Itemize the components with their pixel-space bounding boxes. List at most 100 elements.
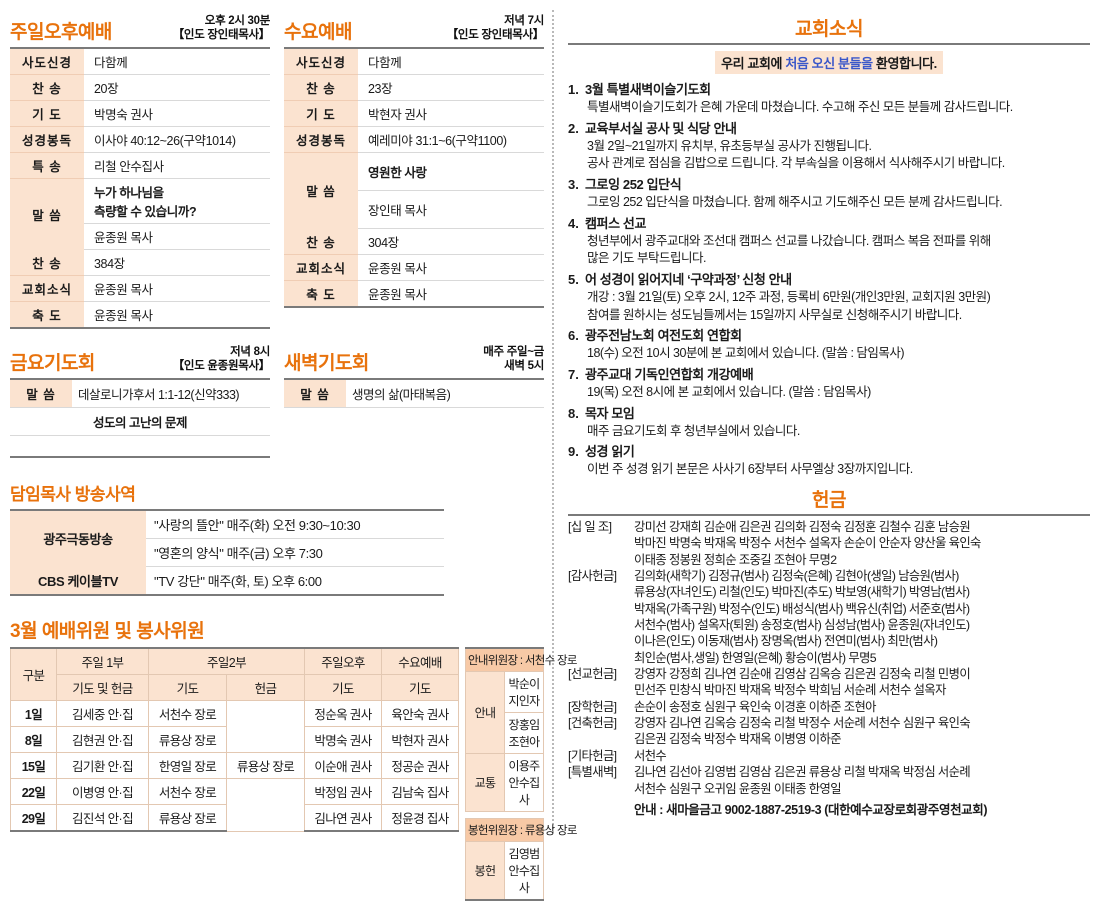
offering-group: [특별새벽] 김나연 김선아 김영범 김영삼 김은권 류용상 리철 박재옥 박정… (568, 764, 1090, 780)
row-value: 윤종원 목사 (84, 301, 270, 329)
spacer-cell (284, 407, 544, 429)
news-number: 9. (568, 444, 579, 460)
offering-title-wrap: 헌금 (568, 485, 1090, 512)
row-label: 성경봉독 (284, 126, 358, 153)
table-row: CBS 케이블TV "TV 강단" 매주(화, 토) 오후 6:00 (10, 566, 444, 596)
offering-names: 박재옥(가족구원) 박정수(인도) 배성식(범사) 백유신(취업) 서준호(범사… (634, 601, 970, 616)
row-label: 찬 송 (10, 74, 84, 101)
cell-afternoon: 박정임 권사 (304, 778, 382, 805)
sunday-afternoon-time: 오후 2시 30분 (204, 15, 271, 27)
cell-afternoon: 박명숙 권사 (304, 726, 382, 753)
news-number: 5. (568, 272, 579, 288)
row-value: 리철 안수집사 (84, 152, 270, 179)
offering-names: 최인순(범사,생일) 한영일(은혜) 황승이(범사) 무명5 (634, 650, 877, 665)
row-label: 특 송 (10, 152, 84, 179)
welcome-accent: 처음 오신 분들을 (785, 56, 873, 71)
broadcast-title: 담임목사 방송사역 (10, 485, 136, 504)
offering-names: 류용상(자녀인도) 리철(인도) 박마진(추도) 박보영(새학기) 박영남(범사… (634, 585, 970, 600)
wednesday-title-row: 수요예배 저녁 7시 【인도 장인태목사】 (284, 14, 544, 44)
dawn-prayer-title: 새벽기도회 (284, 352, 369, 374)
sunday-afternoon-service: 주일오후예배 오후 2시 30분 【인도 장인태목사】 사도신경 다함께 찬 송… (10, 14, 270, 329)
news-line: 그로잉 252 입단식을 마쳤습니다. 함께 해주시고 기도해주신 모든 분께 … (587, 194, 1003, 209)
offering-names: 강미선 강재희 김순애 김은권 김의화 김정숙 김정훈 김철수 김훈 남승원 (634, 520, 971, 535)
news-line: 이번 주 성경 읽기 본문은 사사기 6장부터 사무엘상 3장까지입니다. (587, 462, 913, 477)
cell-wednesday: 박현자 권사 (381, 726, 459, 753)
wednesday-table: 사도신경 다함께 찬 송 23장 기 도 박현자 권사 성경봉독 예레미야 31… (284, 46, 544, 308)
row-label: 축 도 (284, 280, 358, 308)
list-item: 6. 광주전남노회 여전도회 연합회 18(수) 오전 10시 30분에 본 교… (568, 328, 1090, 363)
news-line: 특별새벽이슬기도회가 은혜 가운데 마쳤습니다. 수고해 주신 모든 분들께 감… (587, 99, 1013, 114)
cell-day: 1일 (10, 700, 57, 727)
news-number: 4. (568, 215, 579, 231)
offering-category: [감사헌금] (568, 569, 617, 584)
news-heading: 광주전남노회 여전도회 연합회 (585, 328, 742, 344)
col-header-division: 구분 (10, 647, 57, 701)
news-body: 광주전남노회 여전도회 연합회 18(수) 오전 10시 30분에 본 교회에서… (585, 328, 1090, 363)
dawn-prayer-title-row: 새벽기도회 매주 주일~금 새벽 5시 (284, 345, 544, 375)
table-row: 성경봉독 예레미야 31:1~6(구약1100) (284, 126, 544, 153)
news-line: 매주 금요기도회 후 청년부실에서 있습니다. (587, 423, 800, 438)
offering-category: [십 일 조] (568, 520, 612, 535)
welcome-message: 우리 교회에 처음 오신 분들을 환영합니다. (568, 51, 1090, 74)
news-heading: 그로잉 252 입단식 (585, 177, 682, 193)
bulletin-page: 주일오후예배 오후 2시 30분 【인도 장인태목사】 사도신경 다함께 찬 송… (10, 10, 1090, 901)
news-body: 교육부서실 공사 및 식당 안내 3월 2일~21일까지 유치부, 유초등부실 … (585, 121, 1090, 173)
sermon-preacher: 윤종원 목사 (84, 223, 270, 250)
row-value: 예레미야 31:1~6(구약1100) (358, 126, 544, 153)
friday-prayer-leader: 【인도 윤종원목사】 (172, 360, 271, 373)
sermon-title-line1: 누가 하나님을 (94, 185, 164, 200)
table-row: 기 도 박현자 권사 (284, 100, 544, 127)
cell-service2-prayer: 류용상 장로 (148, 804, 227, 832)
table-row: 사도신경 다함께 (10, 46, 270, 75)
table-row: 8일 김현권 안·집 류용상 장로 박명숙 권사 박현자 권사 (10, 726, 459, 753)
offering-group: [기타헌금] 서천수 (568, 748, 1090, 764)
friday-prayer-subject: 성도의 고난의 문제 (10, 407, 270, 436)
offering-names: 이태종 정봉원 정희순 조중길 조현아 무명2 (634, 552, 837, 567)
row-value: 304장 (358, 228, 544, 255)
list-item: 3. 그로잉 252 입단식 그로잉 252 입단식을 마쳤습니다. 함께 해주… (568, 177, 1090, 212)
offering-chair: 봉헌위원장 : 류용상 장로 (465, 818, 577, 842)
table-row-blank (10, 435, 270, 458)
news-line: 19(목) 오전 8시에 본 교회에서 있습니다. (말씀 : 담임목사) (587, 384, 871, 399)
news-line: 청년부에서 광주교대와 조선대 캠퍼스 선교를 나갔습니다. 캠퍼스 복음 전파… (587, 233, 991, 248)
table-row: 15일 김기환 안·집 한영일 장로 류용상 장로 이순애 권사 정공순 권사 (10, 752, 459, 779)
offering-group: [건축헌금] 강영자 김나연 김옥승 김정숙 리철 박정수 서순례 서천수 심원… (568, 715, 1090, 731)
spacer-cell (284, 429, 544, 451)
committee-tables-wrap: 구분 주일 1부 주일2부 주일오후 수요예배 기도 및 헌금 기도 헌금 기도… (10, 647, 577, 901)
offering-label: 봉헌 (465, 841, 505, 901)
news-number: 2. (568, 120, 579, 136)
row-value: 윤종원 목사 (358, 280, 544, 308)
table-row: 찬 송 23장 (284, 74, 544, 101)
committee-section: 3월 예배위원 및 봉사위원 구분 주일 1부 주일2부 주일오후 수요예배 (10, 616, 577, 901)
news-body: 목자 모임 매주 금요기도회 후 청년부실에서 있습니다. (585, 406, 1090, 441)
cell-day: 29일 (10, 804, 57, 832)
cell-afternoon: 이순애 권사 (304, 752, 382, 779)
dawn-prayer-meta: 매주 주일~금 새벽 5시 (483, 345, 544, 375)
broadcast-program: "영혼의 양식" 매주(금) 오후 7:30 (146, 538, 444, 567)
cell-day: 22일 (10, 778, 57, 805)
offering-category: [특별새벽] (568, 765, 617, 780)
guide-members: 박순이 지인자 (504, 671, 544, 713)
sermon-title: 영원한 사랑 (358, 152, 544, 191)
broadcast-program: "TV 강단" 매주(화, 토) 오후 6:00 (146, 566, 444, 596)
news-heading: 3월 특별새벽이슬기도회 (585, 82, 711, 97)
offering-list: [십 일 조] 강미선 강재희 김순애 김은권 김의화 김정숙 김정훈 김철수 … (568, 519, 1090, 818)
spacer-cell (465, 811, 544, 819)
list-item: 7. 광주교대 기독인연합회 개강예배 19(목) 오전 8시에 본 교회에서 … (568, 367, 1090, 402)
subcol-header-prayer: 기도 (381, 674, 459, 701)
row-value: 윤종원 목사 (358, 254, 544, 281)
list-item: 4. 캠퍼스 선교 청년부에서 광주교대와 조선대 캠퍼스 선교를 나갔습니다.… (568, 216, 1090, 268)
cell-service1: 김기환 안·집 (56, 752, 149, 779)
offering-names: 박마진 박명숙 박재옥 박정수 서천수 설옥자 손순이 안순자 양산울 육인숙 (634, 536, 981, 551)
friday-prayer-title: 금요기도회 (10, 352, 95, 374)
table-row: 특 송 리철 안수집사 (10, 152, 270, 179)
row-value: 다함께 (358, 46, 544, 75)
table-row: 1일 김세중 안·집 서천수 장로 정순옥 권사 육안숙 권사 (10, 700, 459, 753)
news-heading: 목자 모임 (585, 405, 635, 421)
table-row: 교통 이용주 안수집사 (465, 753, 544, 812)
row-label: 말 씀 (10, 377, 72, 408)
row-value: 다함께 (84, 46, 270, 75)
table-row-sermon-title: 말 씀 누가 하나님을 측량할 수 있습니까? (10, 178, 270, 250)
guide-chair: 안내위원장 : 서천수 장로 (465, 647, 577, 672)
sunday-afternoon-leader: 【인도 장인태목사】 (172, 29, 271, 42)
